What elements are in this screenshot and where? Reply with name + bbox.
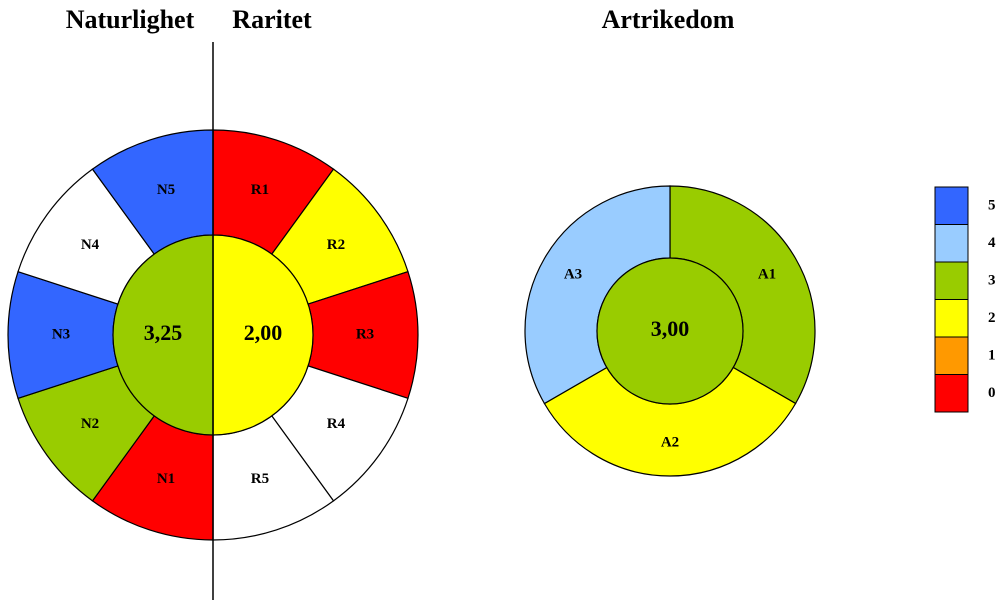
legend-label: 0 [988, 385, 996, 401]
legend-label: 4 [988, 235, 996, 251]
center-label: 3,25 [144, 320, 183, 345]
title: Artrikedom [602, 5, 735, 34]
legend-swatch [934, 186, 969, 225]
title: Raritet [232, 5, 312, 34]
segment-label: A3 [564, 266, 582, 282]
legend-label: 3 [988, 272, 996, 288]
legend-swatch [934, 374, 969, 413]
segment-label: R1 [251, 182, 269, 198]
legend-swatch [934, 336, 969, 375]
title: Naturlighet [66, 5, 195, 34]
segment-label: N2 [81, 416, 99, 432]
segment-label: N5 [157, 182, 175, 198]
segment-label: N3 [52, 326, 70, 342]
center [596, 257, 744, 405]
center-label: 2,00 [244, 320, 283, 345]
segment-label: R2 [327, 237, 345, 253]
segment-label: R5 [251, 471, 269, 487]
center-half [212, 234, 314, 436]
segment-label: A2 [661, 434, 679, 450]
center-label: 3,00 [651, 316, 690, 341]
segment-label: N1 [157, 471, 175, 487]
segment-label: N4 [81, 237, 100, 253]
segment-label: R3 [356, 326, 374, 342]
legend-swatch [934, 224, 969, 263]
legend-swatch [934, 261, 969, 300]
legend-label: 2 [988, 310, 996, 326]
legend-swatch [934, 299, 969, 338]
legend-label: 1 [988, 347, 996, 363]
segment-label: A1 [758, 266, 776, 282]
center-half [112, 234, 214, 436]
segment-label: R4 [327, 416, 346, 432]
legend-label: 5 [988, 197, 996, 213]
